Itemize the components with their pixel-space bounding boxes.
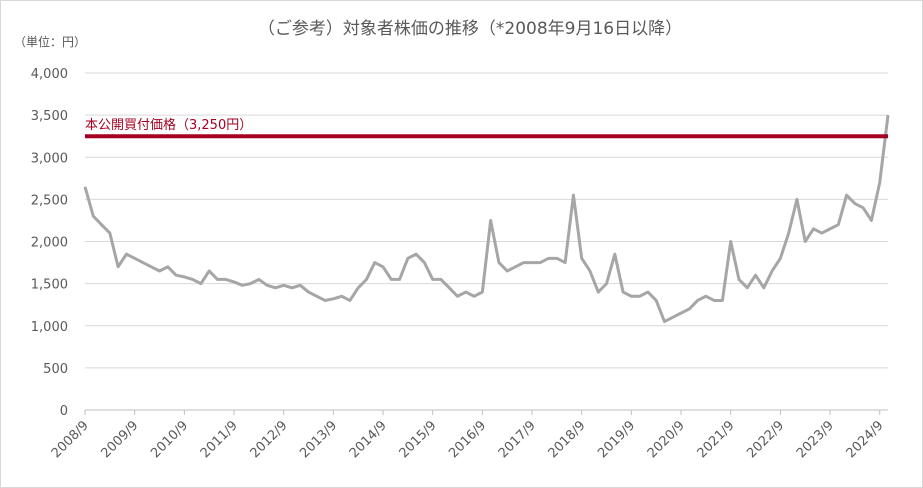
chart-title: （ご参考）対象者株価の推移（*2008年9月16日以降） <box>258 19 682 39</box>
y-tick-label: 3,000 <box>31 151 68 166</box>
reference-label: 本公開買付価格（3,250円） <box>85 117 252 133</box>
y-tick-label: 3,500 <box>31 109 68 124</box>
y-tick-label: 1,500 <box>31 278 68 293</box>
y-tick-label: 2,000 <box>31 236 68 251</box>
y-tick-label: 0 <box>60 404 68 419</box>
unit-label: （単位：円） <box>14 34 86 49</box>
price-line <box>83 114 890 324</box>
y-tick-label: 500 <box>43 362 68 377</box>
y-tick-label: 4,000 <box>31 67 68 82</box>
y-tick-label: 2,500 <box>31 193 68 208</box>
y-tick-label: 1,000 <box>31 320 68 335</box>
